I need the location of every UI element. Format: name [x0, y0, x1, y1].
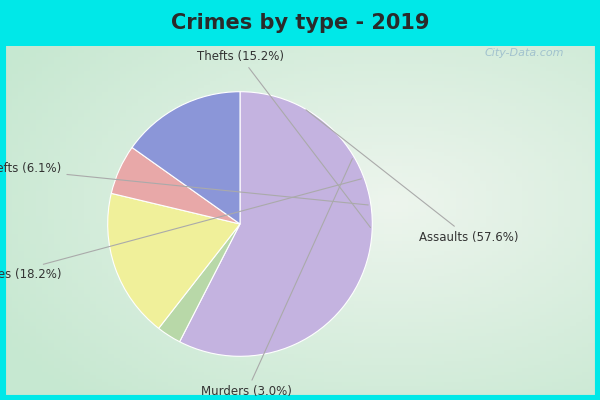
Text: Auto thefts (6.1%): Auto thefts (6.1%) — [0, 162, 368, 205]
Text: Thefts (15.2%): Thefts (15.2%) — [197, 50, 370, 228]
Wedge shape — [107, 193, 240, 328]
Wedge shape — [158, 224, 240, 342]
Wedge shape — [179, 92, 373, 356]
Text: Burglaries (18.2%): Burglaries (18.2%) — [0, 179, 361, 281]
Wedge shape — [132, 92, 240, 224]
Wedge shape — [111, 148, 240, 224]
Text: Assaults (57.6%): Assaults (57.6%) — [306, 110, 518, 244]
Text: City-Data.com: City-Data.com — [485, 48, 564, 58]
Text: Crimes by type - 2019: Crimes by type - 2019 — [171, 13, 429, 33]
Text: Murders (3.0%): Murders (3.0%) — [201, 158, 352, 398]
